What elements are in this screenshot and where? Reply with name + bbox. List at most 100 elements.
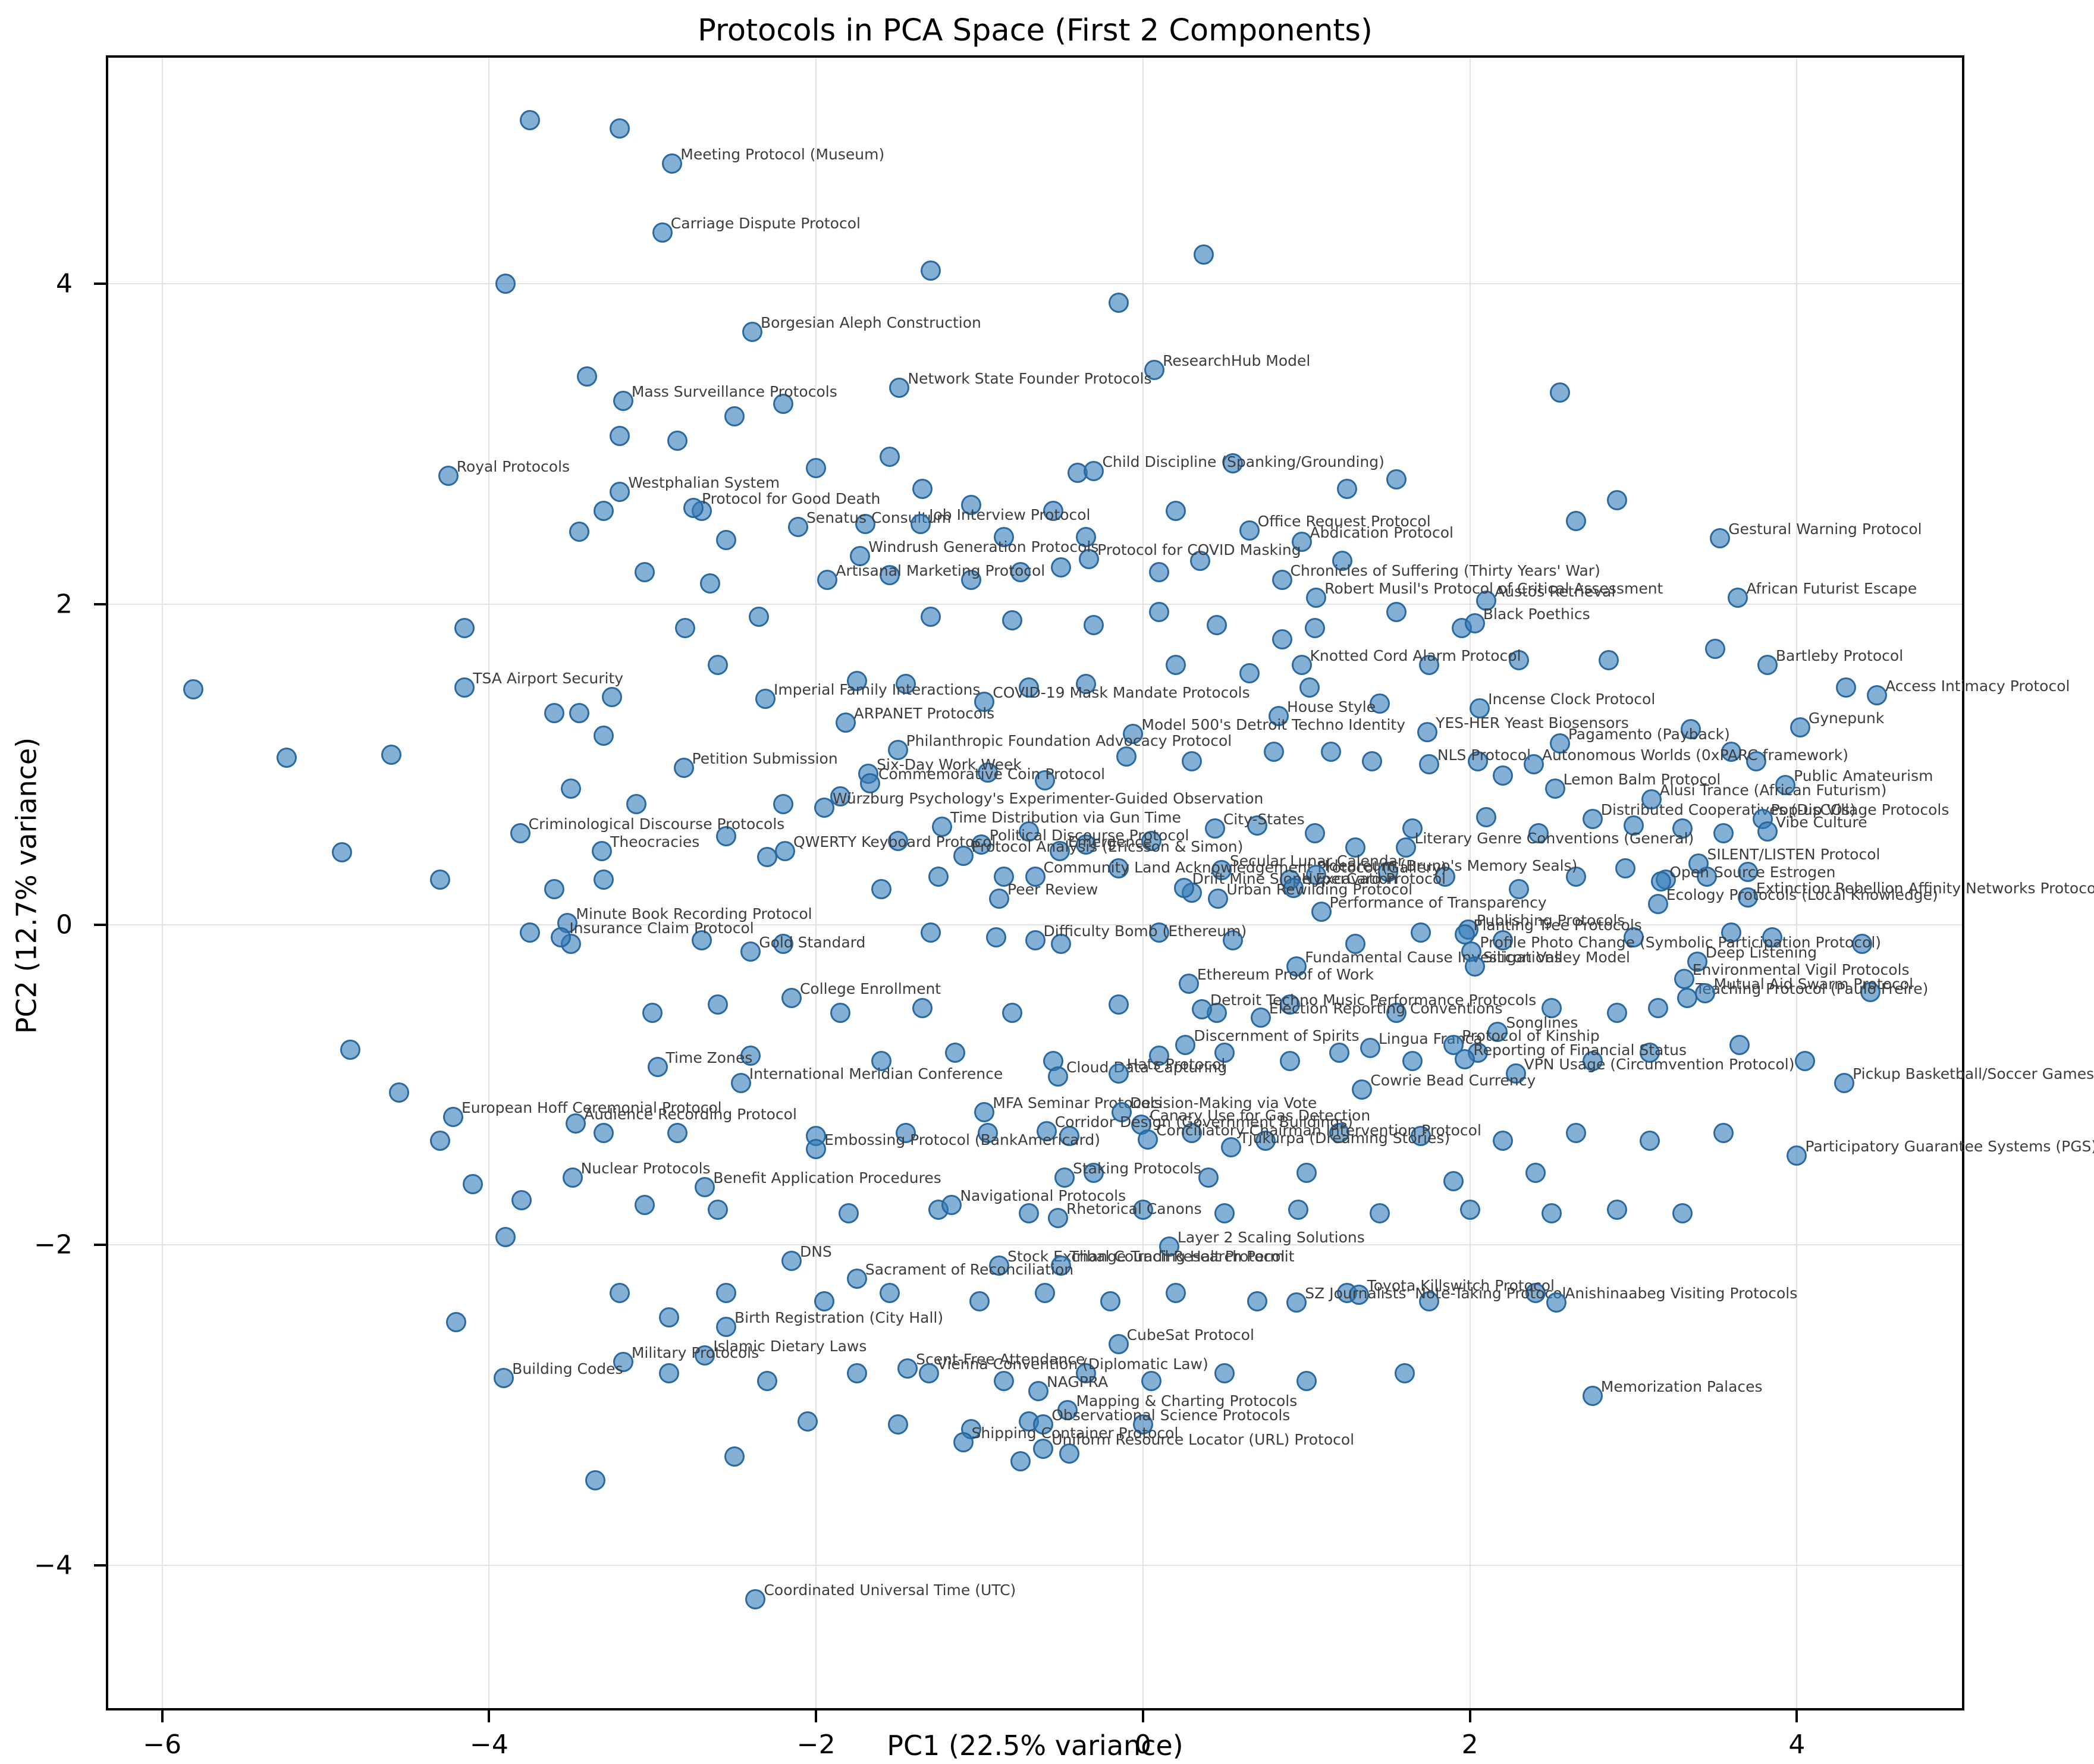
data-point (610, 482, 630, 503)
point-label: Philanthropic Foundation Advocacy Protoc… (906, 732, 1232, 749)
data-point (446, 1311, 467, 1332)
point-label: Deep Listening (1705, 943, 1817, 961)
data-point (1116, 746, 1137, 767)
point-label: Job Interview Protocol (929, 506, 1091, 523)
data-point (974, 1101, 995, 1122)
point-label: Cloud Data Capturing (1066, 1059, 1227, 1076)
point-label: Criminological Discourse Protocols (528, 815, 785, 833)
point-label: Reporting of Financial Status (1473, 1041, 1687, 1059)
x-tick-mark (815, 1710, 818, 1722)
point-label: Detroit Techno Music Performance Protoco… (1210, 991, 1537, 1009)
data-point (969, 1291, 990, 1311)
data-point (871, 879, 892, 900)
data-point (740, 1046, 761, 1066)
point-label: SILENT/LISTEN Protocol (1707, 846, 1880, 864)
x-gridline (1796, 58, 1798, 1708)
data-point (1680, 718, 1701, 739)
data-point (1291, 655, 1312, 676)
point-label: Community Land Acknowledgement Protocol … (1043, 858, 1447, 876)
data-point (1623, 815, 1644, 836)
point-label: Participatory Guarantee Systems (PGS) (1805, 1137, 2094, 1155)
data-point (1182, 1122, 1203, 1143)
data-point (1132, 1414, 1153, 1435)
data-point (1075, 834, 1096, 855)
data-point (1221, 1137, 1242, 1158)
data-point (708, 994, 729, 1015)
data-point (442, 1106, 463, 1127)
data-point (1528, 823, 1549, 843)
data-point (774, 840, 795, 861)
data-point (642, 1002, 663, 1023)
data-point (276, 748, 297, 768)
data-point (830, 1002, 851, 1023)
point-label: Layer 2 Scaling Solutions (1177, 1229, 1365, 1247)
point-label: HyperCard Protocol (1301, 870, 1446, 887)
data-point (724, 406, 745, 427)
data-point (1640, 1043, 1660, 1063)
data-point (332, 842, 353, 863)
data-point (1835, 677, 1856, 698)
data-point (941, 1195, 962, 1216)
point-label: Embossing Protocol (BankAmericard) (824, 1131, 1100, 1148)
data-point (1352, 1079, 1373, 1100)
data-point (846, 1363, 867, 1383)
point-label: Model 500's Detroit Techno Identity (1141, 715, 1406, 733)
point-label: Insurance Claim Protocol (569, 919, 754, 937)
data-point (989, 889, 1010, 909)
data-point (1296, 1371, 1317, 1392)
data-point (544, 879, 565, 900)
data-point (1361, 751, 1382, 771)
data-point (593, 1122, 614, 1143)
data-point (977, 1122, 998, 1143)
point-label: Lingua Franca (1378, 1030, 1483, 1047)
data-point (1487, 1022, 1508, 1043)
data-point (1214, 1363, 1235, 1383)
x-tick-mark (1795, 1710, 1798, 1722)
y-gridline (108, 603, 1962, 605)
data-point (1396, 837, 1417, 858)
x-gridline (488, 58, 490, 1708)
point-label: Theocracies (610, 833, 700, 850)
data-point (1214, 1043, 1235, 1063)
x-tick-label: 0 (1134, 1730, 1151, 1760)
point-label: Audience Recording Protocol (584, 1105, 797, 1123)
data-point (817, 570, 838, 591)
data-point (814, 1291, 834, 1311)
data-point (742, 321, 762, 342)
data-point (1049, 840, 1070, 861)
point-label: Access Intimacy Protocol (1885, 677, 2070, 695)
data-point (551, 927, 572, 948)
point-label: Nuclear Protocols (580, 1160, 711, 1178)
data-point (887, 831, 908, 852)
data-point (1263, 741, 1284, 762)
data-point (1084, 614, 1104, 635)
point-label: COVID-19 Mask Mandate Protocols (993, 684, 1250, 702)
y-tick-label: 0 (56, 909, 73, 940)
data-point (1470, 698, 1490, 718)
data-point (1459, 1200, 1480, 1220)
point-label: Profile Photo Change (Symbolic Participa… (1480, 934, 1882, 952)
data-point (1047, 1207, 1068, 1228)
data-point (1337, 478, 1358, 499)
data-point (1615, 858, 1635, 879)
data-point (1544, 778, 1565, 799)
data-point (1641, 789, 1662, 810)
point-label: Navigational Protocols (960, 1187, 1126, 1205)
data-point (708, 655, 729, 676)
data-point (1059, 1126, 1080, 1147)
data-point (610, 425, 630, 446)
data-point (1505, 1063, 1526, 1084)
point-label: Knotted Cord Alarm Protocol (1310, 647, 1521, 665)
point-label: TSA Airport Security (473, 669, 624, 687)
data-point (1455, 1049, 1475, 1069)
x-tick-mark (161, 1710, 164, 1722)
data-point (1223, 930, 1244, 951)
x-tick-mark (488, 1710, 491, 1722)
data-point (716, 1316, 736, 1337)
data-point (1834, 1073, 1855, 1094)
data-point (566, 1113, 586, 1134)
data-point (830, 786, 851, 806)
point-label: Publishing Protocols (1476, 911, 1625, 929)
data-point (454, 677, 475, 698)
data-point (1476, 591, 1497, 611)
